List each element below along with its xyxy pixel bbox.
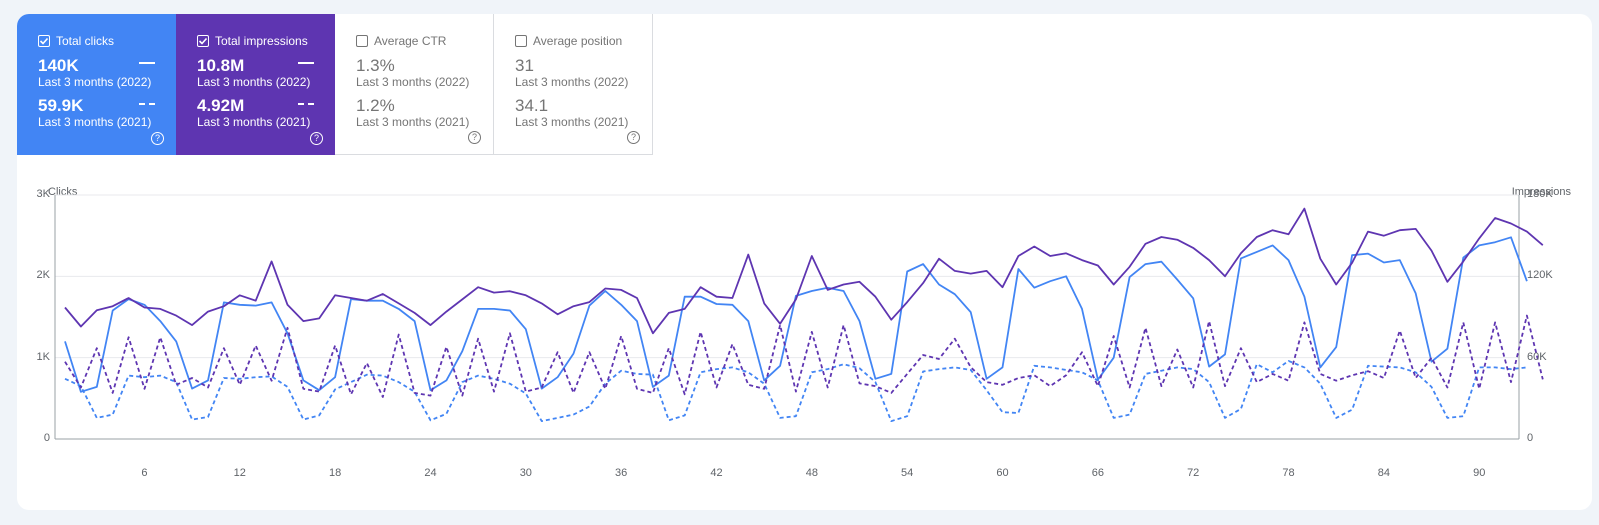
right-axis-tick-label: 180K (1527, 188, 1553, 200)
x-axis-tick-label: 24 (424, 467, 437, 479)
period-label-2021: Last 3 months (2021) (197, 115, 311, 129)
x-axis-tick-label: 72 (1187, 467, 1200, 479)
x-axis-tick-label: 6 (141, 467, 148, 479)
x-axis-tick-label: 18 (329, 467, 342, 479)
x-axis-tick-label: 90 (1473, 467, 1486, 479)
help-icon[interactable]: ? (468, 131, 481, 144)
clicks-value-2021: 59.9K (38, 96, 84, 115)
x-axis-tick-label: 66 (1091, 467, 1104, 479)
x-axis-tick-label: 78 (1282, 467, 1295, 479)
average-ctr-card[interactable]: Average CTR 1.3% Last 3 months (2022) 1.… (335, 14, 494, 155)
help-icon[interactable]: ? (310, 132, 323, 145)
ctr-value-2022: 1.3% (356, 56, 395, 75)
period-label-2022: Last 3 months (2022) (356, 75, 470, 89)
left-axis-tick-label: 3K (36, 188, 50, 200)
performance-chart[interactable] (17, 14, 1592, 510)
x-axis-tick-label: 48 (805, 467, 818, 479)
card-label: Total clicks (56, 34, 115, 48)
ctr-value-2021: 1.2% (356, 96, 395, 115)
period-label-2021: Last 3 months (2021) (515, 115, 629, 129)
x-axis-tick-label: 84 (1377, 467, 1390, 479)
total-clicks-card[interactable]: Total clicks 140K Last 3 months (2022) 5… (17, 14, 176, 155)
left-axis-tick-label: 2K (36, 269, 50, 282)
period-label-2022: Last 3 months (2022) (515, 75, 629, 89)
right-axis-tick-label: 0 (1527, 432, 1534, 444)
checkbox-unchecked-icon[interactable] (356, 35, 368, 47)
card-label: Average position (533, 34, 623, 48)
performance-panel: Total clicks 140K Last 3 months (2022) 5… (17, 14, 1592, 510)
impressions-series-2021-line (64, 314, 1544, 398)
x-axis-tick-label: 12 (233, 467, 246, 479)
dashed-line-legend-icon (298, 103, 314, 105)
left-axis-tick-label: 1K (36, 350, 50, 363)
dashed-line-legend-icon (139, 103, 155, 105)
x-axis-tick-label: 54 (901, 467, 914, 479)
left-axis-tick-label: 0 (43, 432, 50, 444)
impressions-value-2021: 4.92M (197, 96, 245, 115)
period-label-2021: Last 3 months (2021) (356, 115, 470, 129)
position-value-2021: 34.1 (515, 96, 549, 115)
x-axis-tick-label: 36 (615, 467, 628, 479)
card-label: Average CTR (374, 34, 447, 48)
period-label-2022: Last 3 months (2022) (38, 75, 152, 89)
clicks-value-2022: 140K (38, 56, 79, 75)
x-axis-tick-label: 60 (996, 467, 1009, 479)
help-icon[interactable]: ? (151, 132, 164, 145)
metric-cards: Total clicks 140K Last 3 months (2022) 5… (17, 14, 653, 155)
total-impressions-card[interactable]: Total impressions 10.8M Last 3 months (2… (176, 14, 335, 155)
solid-line-legend-icon (298, 62, 314, 64)
period-label-2021: Last 3 months (2021) (38, 115, 152, 129)
solid-line-legend-icon (139, 62, 155, 64)
impressions-value-2022: 10.8M (197, 56, 245, 75)
period-label-2022: Last 3 months (2022) (197, 75, 311, 89)
card-label: Total impressions (215, 34, 308, 48)
right-axis-title: Impressions (1511, 186, 1571, 198)
impressions-series-2022-line (64, 207, 1544, 335)
clicks-series-2022-line (64, 236, 1528, 393)
checkbox-checked-icon[interactable] (197, 35, 209, 47)
help-icon[interactable]: ? (627, 131, 640, 144)
right-axis-tick-label: 120K (1527, 269, 1553, 282)
clicks-series-2021-line (64, 359, 1527, 423)
x-axis-tick-label: 42 (710, 467, 723, 479)
right-axis-tick-label: 60K (1527, 350, 1547, 363)
position-value-2022: 31 (515, 56, 534, 75)
x-axis-tick-label: 30 (519, 467, 532, 479)
checkbox-checked-icon[interactable] (38, 35, 50, 47)
checkbox-unchecked-icon[interactable] (515, 35, 527, 47)
average-position-card[interactable]: Average position 31 Last 3 months (2022)… (494, 14, 653, 155)
